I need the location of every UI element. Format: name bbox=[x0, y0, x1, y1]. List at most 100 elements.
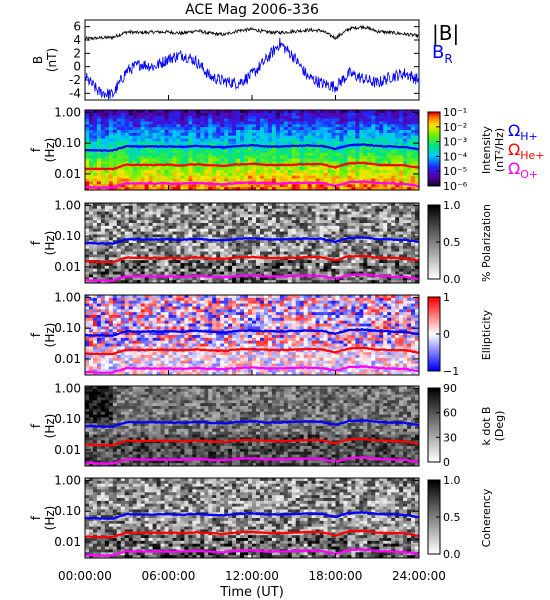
polarization-spectrogram bbox=[85, 203, 419, 283]
intensity-cbar-unit: (nT²/Hz) bbox=[493, 128, 506, 172]
polarization-ylabel-main: f bbox=[29, 240, 43, 245]
ellipticity-He+-line bbox=[85, 346, 419, 356]
kdotb-spectrogram bbox=[85, 386, 419, 466]
coherency-ylabel-main: f bbox=[29, 515, 43, 520]
polarization-O+-line bbox=[85, 273, 419, 282]
ellipticity-f-tick-label: 1.00 bbox=[54, 290, 81, 304]
ellipticity-f-tick-label: 0.10 bbox=[54, 321, 81, 335]
ellipticity-O+-line bbox=[85, 364, 419, 375]
coherency-cbar-tick-label: 0.0 bbox=[443, 548, 461, 561]
intensity-f-tick-label: 0.01 bbox=[54, 167, 81, 181]
legend-btot: |B| bbox=[432, 21, 459, 45]
kdotb-cbar-tick-label: 90 bbox=[443, 382, 457, 395]
intensity-spectrogram bbox=[85, 110, 419, 190]
ellipticity-ylabel-main: f bbox=[29, 332, 43, 337]
legend-omega-O+: ΩO+ bbox=[508, 159, 538, 181]
field-plot-frame bbox=[84, 19, 420, 101]
polarization-f-tick-label: 0.10 bbox=[54, 229, 81, 243]
field-y-tick-label: -4 bbox=[69, 86, 81, 100]
field-ylabel-unit: (nT) bbox=[45, 48, 59, 72]
coherency-He+-line bbox=[85, 529, 419, 539]
ellipticity-cbar-tick-label: 1 bbox=[443, 291, 450, 304]
kdotb-cbar-title: k dot B bbox=[480, 407, 493, 446]
coherency-colorbar: 1.0 0.5 0.0 Coherency bbox=[427, 474, 493, 561]
kdotb-ylabel-main: f bbox=[29, 423, 43, 428]
polarization-He+-line bbox=[85, 254, 419, 264]
coherency-spectrogram bbox=[85, 478, 419, 558]
coherency-cbar-tick-label: 1.0 bbox=[443, 474, 461, 487]
legend-omega-H+: ΩH+ bbox=[508, 121, 538, 143]
coherency-ylabel-unit: (Hz) bbox=[43, 506, 57, 531]
kdotb-cbar-tick-label: 60 bbox=[443, 407, 457, 420]
field-series-btot bbox=[84, 24, 420, 42]
kdotb-O+-line bbox=[85, 455, 419, 466]
polarization-cbar-title: % Polarization bbox=[480, 204, 493, 282]
time-tick-label: 00:00:00 bbox=[58, 569, 112, 583]
ellipticity-H+-line bbox=[85, 327, 419, 338]
polarization-f-tick-label: 1.00 bbox=[54, 198, 81, 212]
intensity-O+-line bbox=[85, 180, 419, 190]
intensity-He+-line bbox=[85, 161, 419, 171]
time-axis-label: Time (UT) bbox=[219, 585, 284, 600]
field-y-tick-label: 6 bbox=[73, 20, 81, 34]
panel-intensity: 1.000.100.01f (Hz)10⁻¹10⁻²10⁻³10⁻⁴10⁻⁵10⁻… bbox=[29, 105, 506, 193]
legend-br: BR bbox=[432, 42, 453, 66]
coherency-H+-line bbox=[85, 510, 419, 521]
intensity-H+-line bbox=[85, 143, 419, 153]
coherency-cbar-title: Coherency bbox=[480, 488, 493, 547]
field-series bbox=[84, 24, 420, 100]
ellipticity-ylabel-unit: (Hz) bbox=[43, 323, 57, 348]
kdotb-f-tick-label: 0.01 bbox=[54, 443, 81, 457]
kdotb-f-tick-label: 1.00 bbox=[54, 381, 81, 395]
intensity-cbar-tick-label: 10⁻² bbox=[443, 121, 467, 134]
coherency-O+-line bbox=[85, 548, 419, 558]
kdotb-cbar-tick-label: 30 bbox=[443, 431, 457, 444]
polarization-f-tick-label: 0.01 bbox=[54, 260, 81, 274]
coherency-f-tick-label: 0.01 bbox=[54, 535, 81, 549]
kdotb-cbar-unit: (Deg) bbox=[493, 411, 506, 442]
field-ylabel-main: B bbox=[31, 56, 45, 64]
panel-kdotb: 1.00 0.10 0.01 f (Hz) 90 60 30 0 k dot B (Deg) bbox=[29, 381, 506, 469]
polarization-ylabel-unit: (Hz) bbox=[43, 231, 57, 256]
polarization-cbar-tick-label: 0.5 bbox=[443, 236, 461, 249]
field-y-tick-label: -2 bbox=[69, 73, 81, 87]
polarization-H+-line bbox=[85, 236, 419, 246]
intensity-ylabel-main: f bbox=[29, 147, 43, 152]
kdotb-H+-line bbox=[85, 418, 419, 429]
ellipticity-cbar-title: Ellipticity bbox=[480, 309, 493, 360]
kdotb-colorbar: 90 60 30 0 k dot B (Deg) bbox=[427, 382, 506, 469]
chart-title: ACE Mag 2006-336 bbox=[185, 2, 319, 18]
polarization-cbar-tick-label: 1.0 bbox=[443, 199, 461, 212]
time-tick-label: 24:00:00 bbox=[392, 569, 446, 583]
coherency-cbar-tick-label: 0.5 bbox=[443, 511, 461, 524]
field-y-tick-label: 0 bbox=[73, 60, 81, 74]
legend-omega-He+: ΩHe+ bbox=[508, 140, 545, 162]
field-series-br bbox=[84, 37, 420, 100]
kdotb-He+-line bbox=[85, 437, 419, 447]
ellipticity-cbar-tick-label: −1 bbox=[443, 365, 459, 378]
intensity-colorbar: 10⁻¹ 10⁻² 10⁻³10⁻⁴ 10⁻⁵ 10⁻⁶ Intensity (nT²/Hz… bbox=[427, 106, 506, 193]
kdotb-f-tick-label: 0.10 bbox=[54, 412, 81, 426]
kdotb-cbar-tick-label: 0 bbox=[443, 456, 450, 469]
ion-frequency-legend: ΩH+ΩHe+ΩO+ bbox=[508, 121, 545, 181]
ellipticity-f-tick-label: 0.01 bbox=[54, 352, 81, 366]
field-y-tick-label: 4 bbox=[73, 33, 81, 47]
intensity-cbar-tick-label: 10⁻⁵ bbox=[443, 165, 467, 178]
polarization-colorbar: 1.0 0.5 0.0 % Polarization bbox=[427, 199, 493, 286]
panel-coherency: 1.00 0.10 0.01 f (Hz) 1.0 0.5 0.0 Coherency bbox=[29, 473, 493, 561]
time-tick-label: 18:00:00 bbox=[309, 569, 363, 583]
coherency-f-tick-label: 1.00 bbox=[54, 473, 81, 487]
coherency-f-tick-label: 0.10 bbox=[54, 504, 81, 518]
intensity-cbar-tick-label: 10⁻³ bbox=[443, 136, 467, 149]
intensity-cbar-tick-label: 10⁻¹ bbox=[443, 106, 467, 119]
ellipticity-cbar-tick-label: 0 bbox=[443, 328, 450, 341]
ellipticity-colorbar: 1 0 −1 Ellipticity bbox=[427, 291, 493, 378]
intensity-f-tick-label: 1.00 bbox=[54, 105, 81, 119]
intensity-f-tick-label: 0.10 bbox=[54, 136, 81, 150]
panel-ellipticity: 1.00 0.10 0.01 f (Hz) 1 0 −1 Ellipticity bbox=[29, 290, 493, 378]
panel-polarization: 1.00 0.10 0.01 f (Hz) 1.0 0.5 0.0 % Polarization bbox=[29, 198, 493, 286]
intensity-cbar-title: Intensity bbox=[480, 126, 493, 174]
